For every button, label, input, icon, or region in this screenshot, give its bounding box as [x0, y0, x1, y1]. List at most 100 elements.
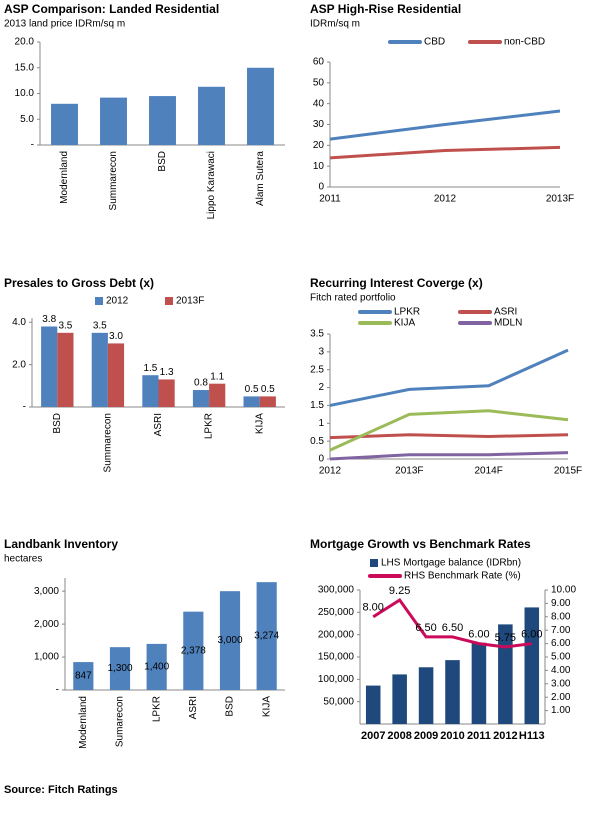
y2-tick-label: 6.00	[551, 638, 571, 649]
x-tick-label: ASRI	[153, 413, 164, 436]
x-tick-label: Sumarecon	[115, 696, 126, 747]
y2-tick-label: 1.00	[551, 705, 571, 716]
x-tick-label: 2011	[319, 194, 341, 205]
bar	[107, 343, 125, 407]
bar	[256, 582, 277, 690]
line	[329, 451, 569, 461]
value-label: 1,300	[107, 663, 132, 674]
value-label: 0.5	[261, 384, 275, 395]
y-tick-label: 0	[318, 454, 324, 465]
x-tick-label: KIJA	[254, 413, 265, 434]
value-label: 5.75	[495, 632, 516, 644]
y-tick-label: 2.5	[310, 364, 324, 375]
line	[329, 145, 561, 160]
value-label: 8.00	[363, 602, 384, 614]
y-tick-label: 3	[318, 346, 324, 357]
chart-title: Mortgage Growth vs Benchmark Rates	[310, 537, 531, 551]
value-label: 0.5	[245, 384, 259, 395]
chart-title: ASP High-Rise Residential	[310, 2, 461, 16]
y-tick-label: 1	[318, 418, 324, 429]
y-tick-label: 20.0	[15, 37, 35, 48]
y2-tick-label: 9.00	[551, 598, 571, 609]
y-tick-label: -	[23, 402, 26, 413]
y-tick-label: 10.0	[15, 88, 35, 99]
bar	[524, 607, 540, 724]
value-label: 1.5	[143, 363, 157, 374]
x-tick-label: LPKR	[204, 413, 215, 439]
x-tick-label: 2011	[467, 730, 491, 742]
y-tick-label: 4.0	[12, 317, 26, 328]
x-tick-label: Modernland	[59, 151, 70, 204]
y-tick-label: 0	[318, 182, 324, 193]
value-label: 1.3	[160, 367, 174, 378]
value-label: 3,000	[217, 635, 242, 646]
bar	[365, 685, 381, 724]
x-tick-label: 2012	[434, 194, 457, 205]
y-tick-label: 200,000	[318, 629, 355, 640]
chart-title: Presales to Gross Debt (x)	[4, 276, 154, 290]
value-label: 847	[75, 671, 92, 682]
legend-label: 2013F	[176, 296, 204, 307]
x-tick-label: 2013F	[546, 194, 574, 205]
bar	[142, 375, 159, 407]
line	[329, 409, 569, 452]
x-tick-label: LPKR	[151, 696, 162, 722]
line	[329, 433, 569, 440]
value-label: 6.50	[415, 622, 436, 634]
x-tick-label: BSD	[225, 696, 236, 717]
y-tick-label: 50	[313, 77, 325, 88]
chart-subtitle: Fitch rated portfolio	[310, 293, 396, 304]
chart-subtitle: IDRm/sq m	[310, 19, 360, 30]
y-tick-label: 20	[313, 140, 325, 151]
y-tick-label: 10	[313, 161, 325, 172]
y-tick-label: 100,000	[318, 674, 355, 685]
y2-tick-label: 7.00	[551, 625, 571, 636]
legend-label: LHS Mortgage balance (IDRbn)	[381, 558, 521, 569]
value-label: 1,400	[144, 662, 169, 673]
x-tick-label: Summarecon	[108, 151, 119, 210]
y2-tick-label: 8.00	[551, 611, 571, 622]
y-tick-label: 2,000	[34, 619, 59, 630]
bar	[192, 390, 210, 407]
value-label: 3.8	[42, 314, 56, 325]
y-tick-label: 1.5	[310, 400, 324, 411]
chart-subtitle: 2013 land price IDRm/sq m	[4, 19, 125, 30]
x-tick-label: 2008	[387, 730, 411, 742]
legend-label: RHS Benchmark Rate (%)	[404, 571, 521, 582]
source: Source: Fitch Ratings	[4, 784, 118, 796]
y-tick-label: 2	[318, 382, 324, 393]
value-label: 1.1	[210, 371, 224, 382]
chart-title: Landbank Inventory	[4, 537, 118, 551]
legend-label: LPKR	[394, 307, 420, 318]
bar	[73, 662, 94, 690]
legend-label: non-CBD	[504, 37, 545, 48]
x-tick-label: Summarecon	[103, 413, 114, 472]
legend-label: KIJA	[394, 318, 415, 329]
value-label: 9.25	[389, 585, 410, 597]
y-tick-label: 3.5	[310, 329, 324, 340]
y2-tick-label: 3.00	[551, 678, 571, 689]
line	[329, 348, 569, 407]
y-tick-label: 40	[313, 98, 325, 109]
legend-swatch	[370, 559, 378, 567]
bar	[41, 326, 58, 407]
value-label: 6.00	[521, 629, 542, 641]
legend-label: MDLN	[494, 318, 522, 329]
x-tick-label: Lippo Karawaci	[206, 151, 217, 219]
bar	[219, 591, 241, 690]
bar	[91, 332, 108, 407]
bar	[198, 86, 225, 145]
y-tick-label: 15.0	[15, 62, 35, 73]
x-tick-label: 2009	[414, 730, 438, 742]
legend-label: CBD	[424, 37, 445, 48]
x-tick-label: BSD	[52, 413, 63, 434]
legend-label: ASRI	[494, 307, 517, 318]
x-tick-label: Alam Sutera	[255, 151, 266, 206]
bar	[100, 97, 127, 145]
x-tick-label: 2015F	[554, 466, 582, 477]
chart-subtitle: hectares	[4, 554, 42, 565]
bar	[51, 103, 78, 145]
bar	[498, 624, 513, 724]
value-label: 3.5	[58, 320, 72, 331]
y2-tick-label: 5.00	[551, 652, 571, 663]
